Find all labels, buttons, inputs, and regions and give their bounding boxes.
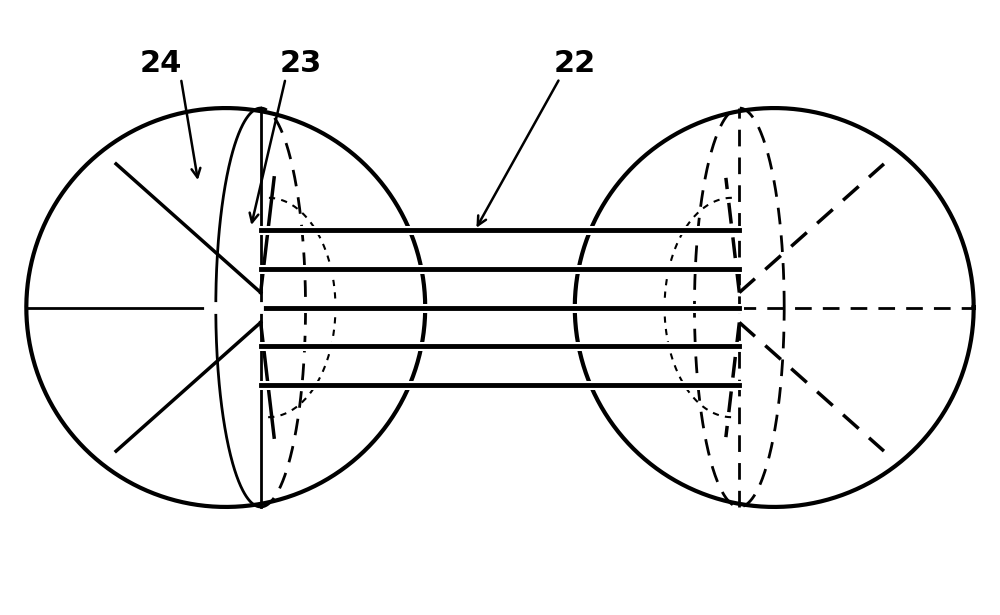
Text: 23: 23 [279, 49, 322, 77]
Text: 24: 24 [140, 49, 182, 77]
Text: 22: 22 [554, 49, 596, 77]
